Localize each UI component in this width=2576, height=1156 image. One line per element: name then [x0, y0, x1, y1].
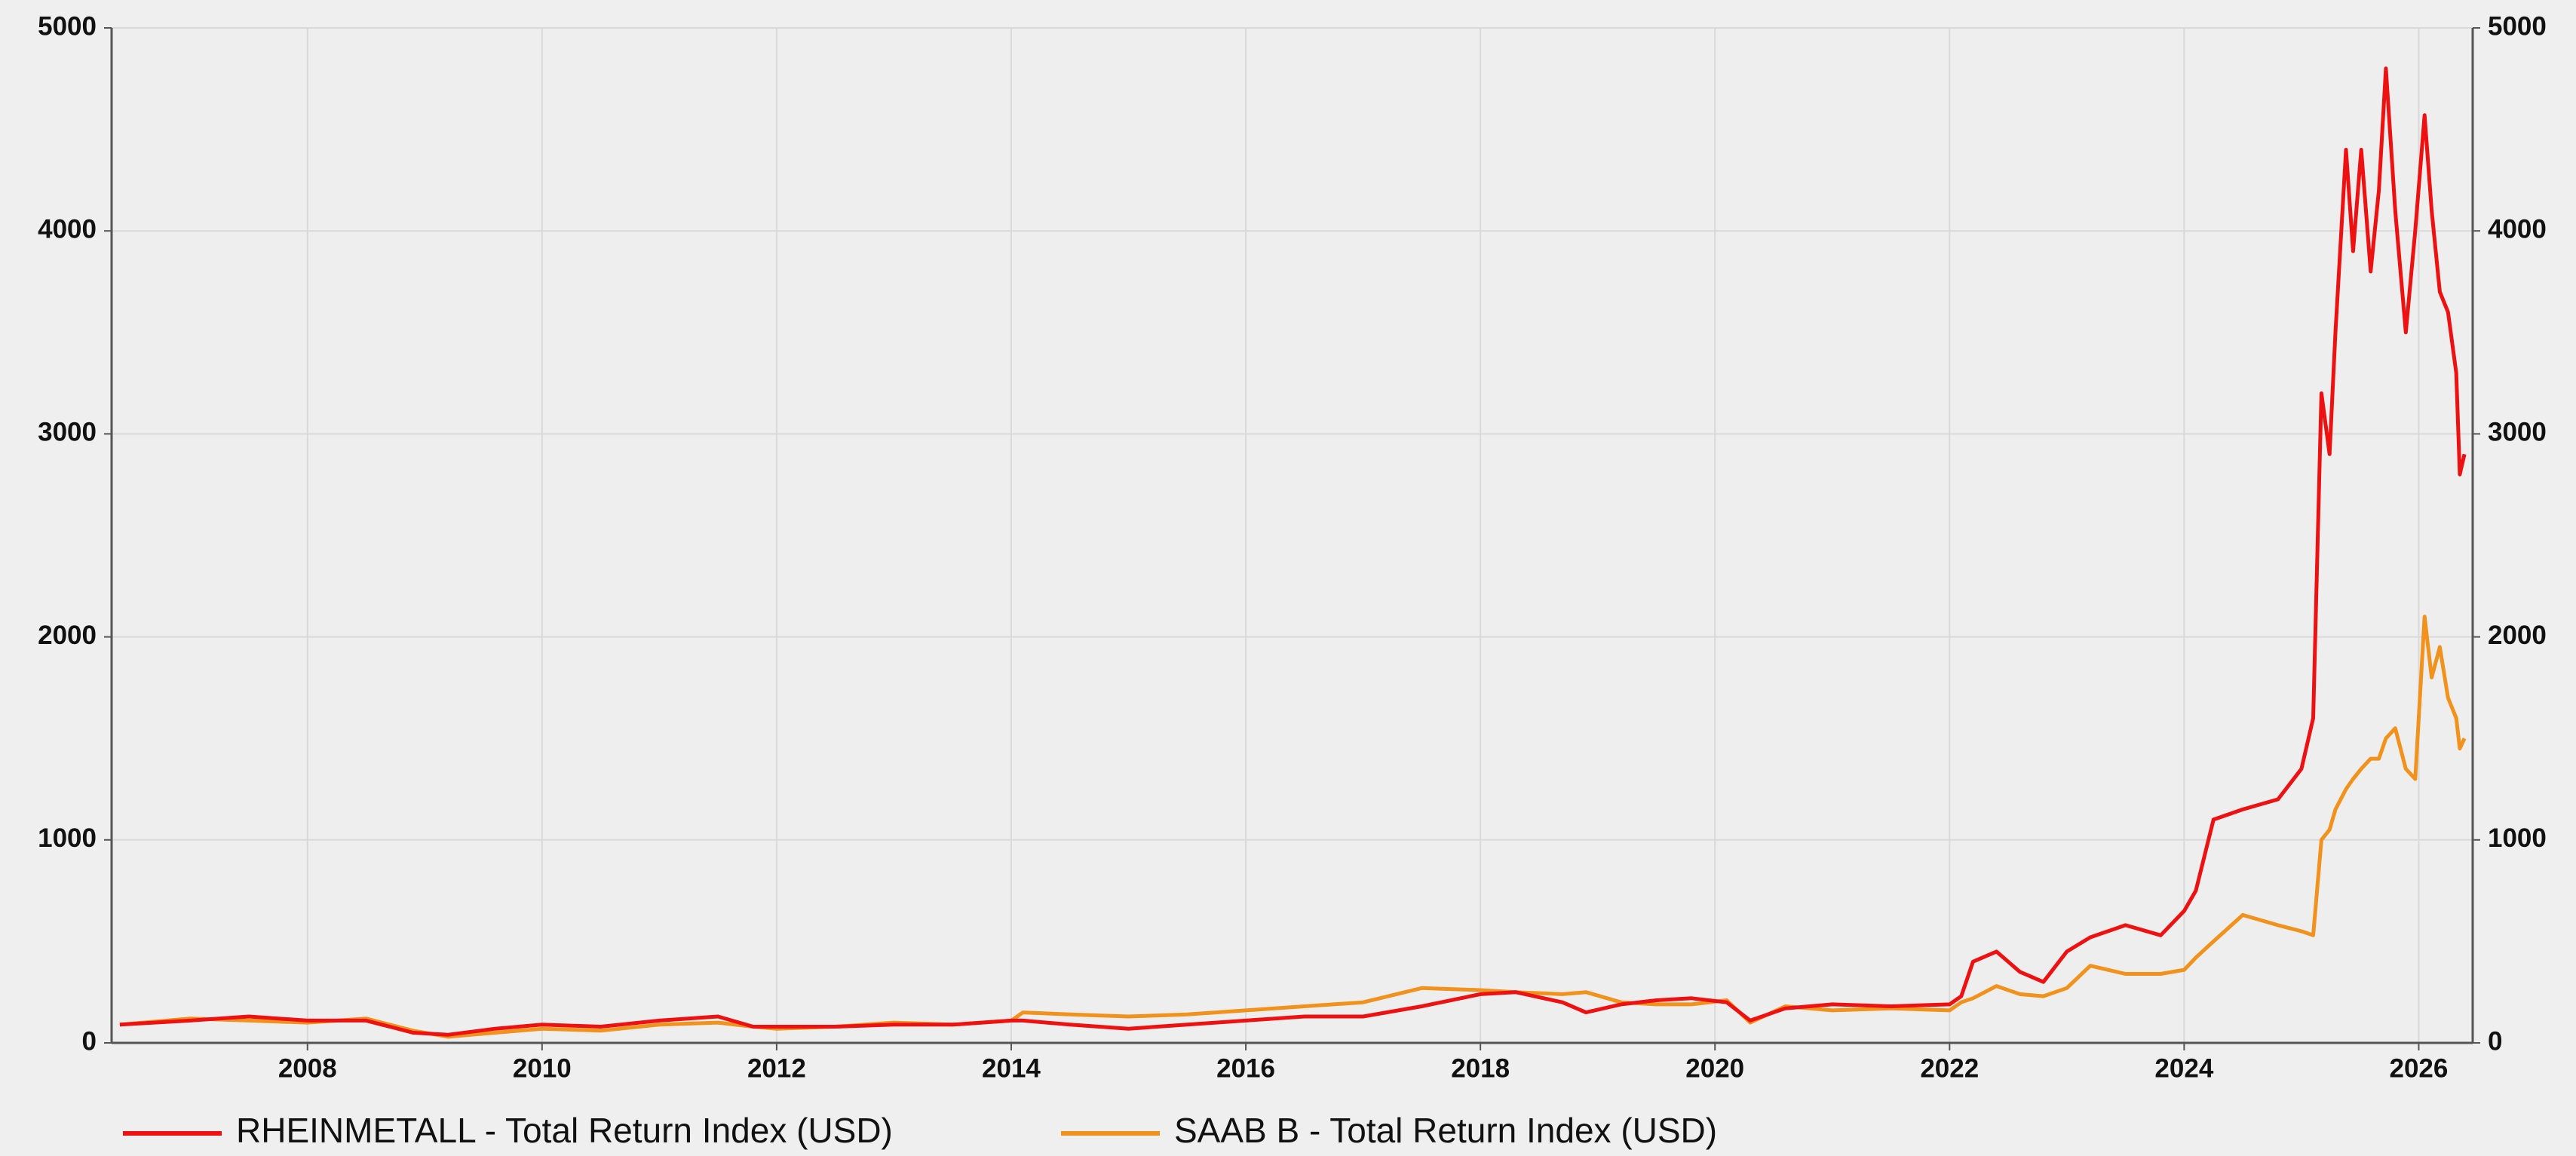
plot-area	[112, 28, 2473, 1043]
y2-tick-label: 3000	[2488, 418, 2547, 447]
y-tick-label: 2000	[38, 621, 97, 650]
x-tick-label: 2012	[747, 1053, 806, 1083]
y2-tick-label: 5000	[2488, 11, 2547, 41]
y2-tick-label: 1000	[2488, 823, 2547, 853]
series-line	[119, 66, 2467, 1037]
y-tick-label: 1000	[38, 823, 97, 853]
x-tick-label: 2018	[1451, 1053, 1510, 1083]
y-tick-label: 4000	[38, 214, 97, 244]
y-tick-label: 3000	[38, 418, 97, 447]
legend-label: SAAB B - Total Return Index (USD)	[1174, 1111, 1717, 1150]
legend-label: RHEINMETALL - Total Return Index (USD)	[236, 1111, 893, 1150]
y-tick-label: 0	[82, 1026, 97, 1056]
x-tick-label: 2022	[1920, 1053, 1979, 1083]
x-tick-label: 2014	[982, 1053, 1041, 1083]
x-tick-label: 2010	[513, 1053, 572, 1083]
y2-tick-label: 0	[2488, 1026, 2502, 1056]
x-tick-label: 2020	[1685, 1053, 1744, 1083]
y2-tick-label: 2000	[2488, 621, 2547, 650]
x-tick-label: 2016	[1216, 1053, 1275, 1083]
y2-tick-label: 4000	[2488, 214, 2547, 244]
x-tick-label: 2026	[2390, 1053, 2449, 1083]
x-tick-label: 2024	[2154, 1053, 2213, 1083]
x-tick-label: 2008	[278, 1053, 337, 1083]
y-tick-label: 5000	[38, 11, 97, 41]
